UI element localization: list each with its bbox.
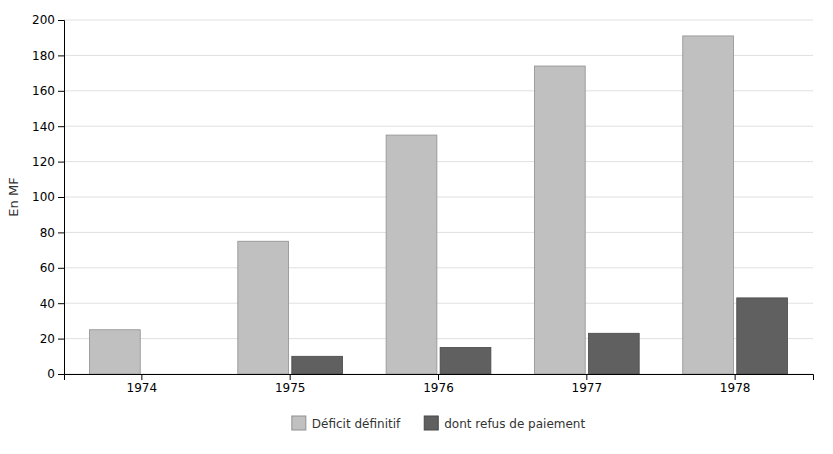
tick-label: 180 [32,49,55,63]
legend-item: dont refus de paiement [424,416,585,431]
tick-mark [58,20,64,21]
bar [588,333,639,374]
bar [292,356,343,374]
bars [89,36,787,374]
tick: 120 [32,155,64,169]
tick-mark [58,55,64,56]
tick-label: 120 [32,155,55,169]
bar [238,241,289,374]
tick: 180 [32,49,64,63]
tick: 1974 [127,374,158,395]
tick-label: 20 [40,332,55,346]
legend-swatch [424,416,438,430]
tick-mark [58,374,64,375]
bar [683,36,734,374]
tick-label: 200 [32,13,55,27]
tick: 140 [32,120,64,134]
tick-label: 100 [32,190,55,204]
bar [534,66,585,374]
bar [737,298,788,374]
bar [440,347,491,374]
tick-mark [58,339,64,340]
tick-mark [586,374,587,380]
tick-mark [58,162,64,163]
x-axis: 1974 1975 1976 1977 1978 [65,374,814,395]
y-axis-label: En MF [6,177,21,216]
tick: 1976 [423,374,454,395]
legend-item: Déficit définitif [292,416,401,431]
legend-swatch [292,416,306,430]
tick: 40 [40,297,64,311]
tick-label: 0 [47,367,55,381]
tick-label: 80 [40,226,55,240]
tick-mark [58,232,64,233]
tick: 100 [32,190,64,204]
bar [89,330,140,374]
tick: 160 [32,84,64,98]
bar-series [292,298,788,374]
tick-label: 1974 [127,381,158,395]
bar-series [89,36,733,374]
tick: 60 [40,261,64,275]
tick: 0 [47,367,64,381]
legend-label: dont refus de paiement [444,417,585,431]
tick: 1978 [720,374,751,395]
tick-mark [141,374,142,380]
tick-label: 40 [40,297,55,311]
tick-label: 1976 [423,381,454,395]
tick-mark [58,268,64,269]
tick-label: 1978 [720,381,751,395]
tick-mark [735,374,736,380]
tick-mark [58,197,64,198]
tick: 200 [32,13,64,27]
tick-label: 1977 [572,381,603,395]
tick-mark [58,91,64,92]
tick: 80 [40,226,64,240]
tick-mark [58,303,64,304]
tick: 1975 [275,374,306,395]
tick-label: 1975 [275,381,306,395]
bar [143,374,194,375]
grid [64,20,813,374]
y-axis: 0 20 40 60 80 100 120 140 160 180 200 [32,13,64,381]
tick-label: 160 [32,84,55,98]
axis-line [58,21,65,375]
tick-label: 140 [32,120,55,134]
bar [386,135,437,374]
tick-mark [290,374,291,380]
tick-label: 60 [40,261,55,275]
tick: 1977 [572,374,603,395]
tick-mark [58,126,64,127]
tick-mark [438,374,439,380]
chart: 1974 1975 1976 1977 1978 0 20 40 60 80 100 120 140 16… [0,0,833,454]
legend-label: Déficit définitif [312,417,401,431]
axis-line [65,375,814,381]
tick: 20 [40,332,64,346]
grid-line [64,20,813,21]
legend: Déficit définitif dont refus de paiement [292,416,586,431]
